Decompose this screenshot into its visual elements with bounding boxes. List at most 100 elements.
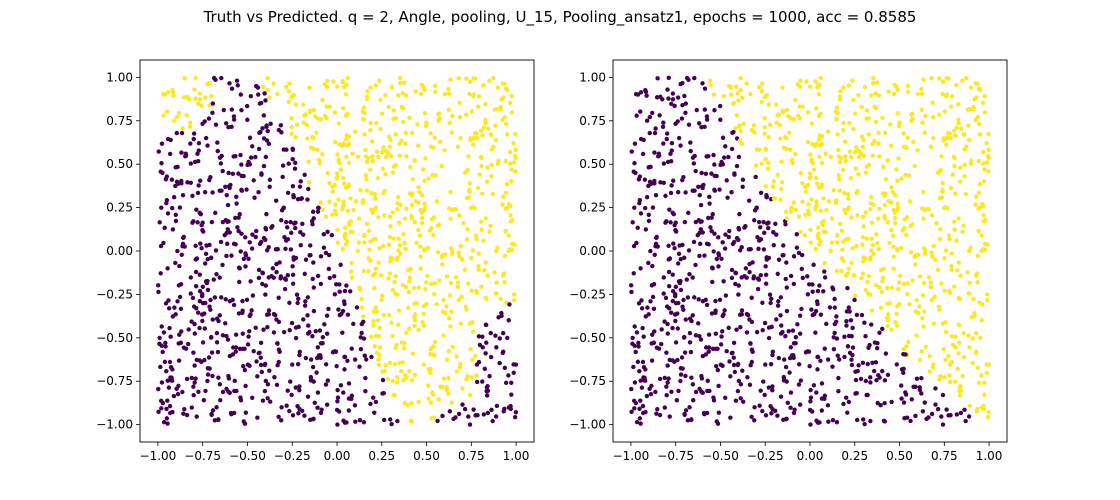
class-0-point — [775, 413, 780, 418]
class-1-point — [979, 318, 984, 323]
class-0-point — [837, 357, 842, 362]
class-1-point — [306, 159, 311, 164]
class-1-point — [862, 84, 868, 90]
class-1-point — [400, 105, 406, 111]
class-1-point — [774, 102, 779, 107]
class-1-point — [885, 219, 891, 225]
class-0-point — [684, 75, 690, 81]
class-1-point — [479, 284, 484, 289]
class-0-point — [737, 211, 742, 217]
class-1-point — [392, 279, 397, 285]
class-0-point — [209, 255, 214, 260]
class-1-point — [416, 185, 421, 190]
class-0-point — [795, 322, 800, 327]
class-0-point — [696, 321, 701, 326]
class-1-point — [386, 104, 391, 110]
class-0-point — [281, 329, 287, 335]
class-0-point — [321, 245, 327, 250]
class-0-point — [633, 349, 638, 355]
class-0-point — [717, 187, 722, 192]
class-1-point — [808, 240, 813, 245]
class-1-point — [836, 147, 841, 153]
class-1-point — [875, 241, 880, 246]
class-0-point — [797, 402, 803, 407]
class-0-point — [282, 234, 287, 240]
class-1-point — [872, 138, 877, 143]
class-1-point — [804, 79, 809, 84]
class-0-point — [845, 285, 850, 291]
class-0-point — [718, 342, 724, 347]
class-1-point — [383, 92, 388, 98]
class-1-point — [837, 221, 843, 226]
class-1-point — [967, 280, 972, 285]
class-0-point — [631, 364, 636, 370]
class-0-point — [297, 184, 303, 189]
class-1-point — [359, 296, 364, 302]
class-1-point — [960, 229, 965, 234]
class-1-point — [508, 161, 513, 166]
class-0-point — [264, 123, 269, 128]
class-0-point — [308, 243, 313, 248]
class-1-point — [856, 92, 861, 98]
class-1-point — [502, 253, 507, 259]
class-1-point — [876, 130, 881, 136]
class-1-point — [340, 204, 346, 210]
class-0-point — [733, 281, 738, 287]
class-1-point — [837, 188, 843, 193]
class-0-point — [854, 417, 860, 423]
class-0-point — [647, 130, 652, 136]
class-1-point — [467, 392, 473, 398]
class-1-point — [346, 160, 352, 166]
class-1-point — [421, 167, 426, 172]
class-1-point — [460, 257, 465, 262]
class-1-point — [847, 149, 853, 154]
class-0-point — [729, 350, 734, 356]
class-1-point — [197, 91, 203, 96]
class-1-point — [471, 93, 476, 99]
class-1-point — [414, 301, 419, 306]
class-1-point — [433, 173, 438, 178]
class-1-point — [397, 141, 402, 147]
class-0-point — [762, 392, 767, 398]
class-1-point — [949, 263, 954, 269]
class-0-point — [288, 219, 293, 225]
class-1-point — [387, 271, 393, 276]
class-0-point — [159, 380, 165, 385]
class-1-point — [335, 175, 340, 180]
class-1-point — [455, 280, 461, 285]
class-0-point — [202, 357, 207, 363]
class-0-point — [170, 227, 176, 232]
class-1-point — [892, 193, 898, 198]
class-0-point — [156, 409, 161, 414]
class-0-point — [784, 260, 789, 265]
class-0-point — [259, 369, 265, 375]
class-0-point — [693, 262, 698, 268]
class-1-point — [289, 131, 294, 136]
class-0-point — [675, 261, 681, 266]
class-0-point — [632, 205, 637, 210]
class-0-point — [657, 412, 663, 418]
class-0-point — [669, 140, 675, 146]
class-1-point — [943, 248, 949, 253]
class-1-point — [314, 130, 319, 136]
class-0-point — [939, 414, 944, 419]
class-0-point — [708, 225, 713, 230]
class-0-point — [692, 75, 697, 81]
class-1-point — [940, 79, 946, 84]
class-1-point — [287, 81, 292, 86]
class-0-point — [220, 168, 225, 174]
class-0-point — [239, 162, 244, 167]
class-1-point — [852, 150, 858, 155]
class-1-point — [871, 251, 876, 256]
class-0-point — [819, 408, 825, 413]
class-0-point — [663, 295, 669, 301]
class-1-point — [763, 146, 768, 151]
class-0-point — [247, 135, 253, 140]
class-1-point — [819, 184, 824, 189]
class-1-point — [373, 236, 378, 242]
class-0-point — [644, 93, 649, 98]
class-0-point — [290, 413, 296, 418]
class-0-point — [787, 370, 792, 375]
class-0-point — [909, 397, 914, 402]
class-1-point — [409, 378, 415, 383]
